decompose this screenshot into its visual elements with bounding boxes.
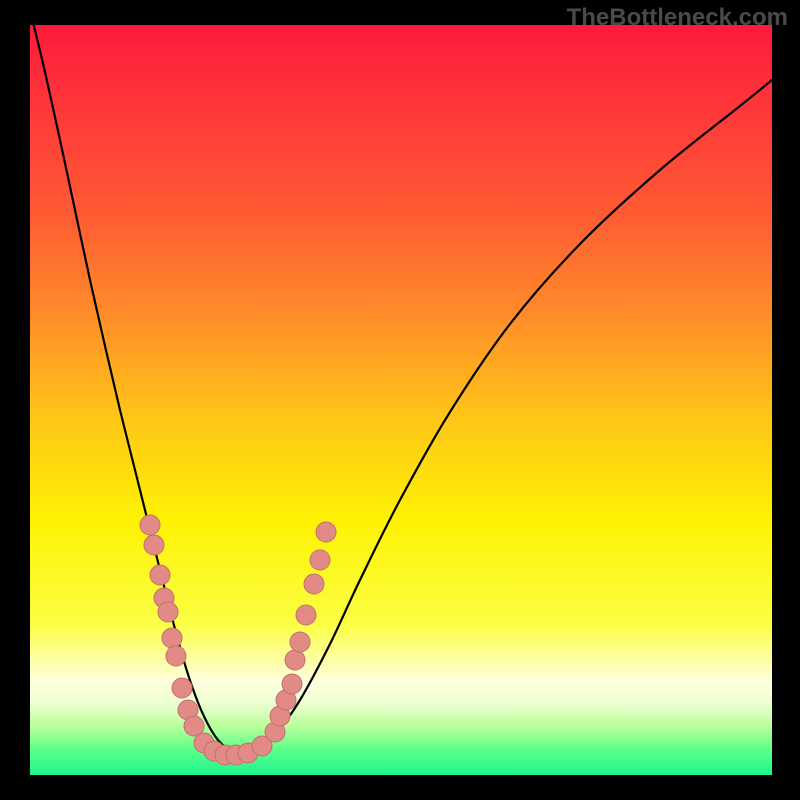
chart-stage: TheBottleneck.com [0, 0, 800, 800]
data-point-marker [290, 632, 310, 652]
data-point-marker [304, 574, 324, 594]
gradient-plot-area [30, 25, 772, 775]
data-point-marker [172, 678, 192, 698]
data-point-marker [282, 674, 302, 694]
data-point-marker [140, 515, 160, 535]
data-point-marker [316, 522, 336, 542]
bottleneck-curve-chart [0, 0, 800, 800]
data-point-marker [158, 602, 178, 622]
watermark-text: TheBottleneck.com [567, 4, 788, 32]
data-point-marker [162, 628, 182, 648]
data-point-marker [166, 646, 186, 666]
data-point-marker [285, 650, 305, 670]
data-point-marker [296, 605, 316, 625]
data-point-marker [150, 565, 170, 585]
data-point-marker [310, 550, 330, 570]
data-point-marker [144, 535, 164, 555]
